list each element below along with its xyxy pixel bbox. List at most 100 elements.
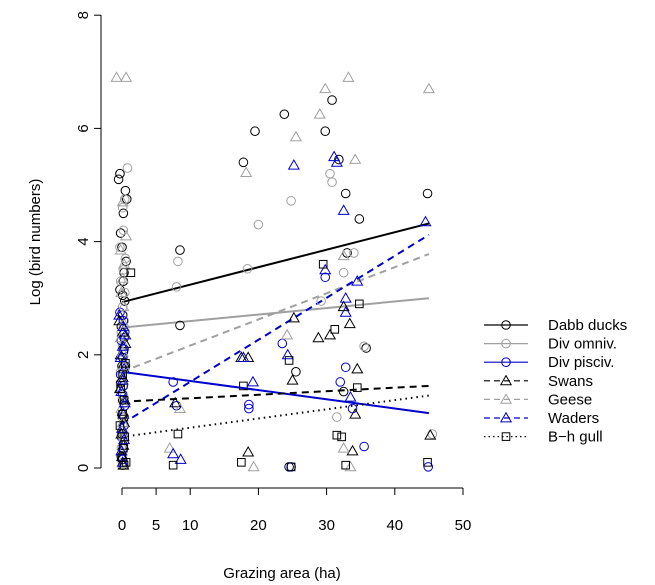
legend-label: Waders [548, 410, 599, 427]
data-point [174, 453, 187, 464]
y-tick-label: 8 [75, 11, 92, 19]
axes [100, 15, 463, 489]
data-point [246, 375, 260, 387]
x-tick-label: 10 [182, 517, 199, 534]
data-point [250, 126, 260, 137]
data-point [242, 263, 253, 274]
x-tick-label: 0 [118, 517, 126, 534]
data-point [359, 341, 369, 352]
data-point [115, 242, 125, 253]
data-point [115, 168, 125, 179]
data-point [289, 130, 302, 142]
data-point [119, 460, 129, 470]
legend-item: B−h gull [484, 429, 603, 446]
data-point [349, 153, 362, 164]
fit-line [121, 233, 430, 425]
data-point [168, 460, 178, 470]
legend-marker [499, 374, 513, 386]
data-point [280, 328, 294, 340]
data-point [284, 462, 294, 472]
data-point [118, 396, 131, 408]
data-point [116, 371, 129, 382]
data-point [119, 443, 128, 453]
legend: Dabb ducks Div omniv.Div pisciv. SwansGees… [484, 317, 627, 446]
data-point [117, 300, 130, 312]
legend-item: Dabb ducks [484, 317, 627, 334]
data-point [287, 311, 300, 323]
x-tick-label: 50 [455, 517, 472, 534]
data-point [168, 377, 178, 387]
legend-marker [501, 432, 511, 441]
data-point [323, 328, 337, 340]
data-point [173, 429, 183, 439]
data-point [175, 320, 185, 331]
data-point [332, 412, 342, 422]
x-axis-label: Grazing area (ha) [223, 565, 341, 582]
data-point [110, 71, 123, 82]
data-point [349, 248, 359, 258]
legend-marker [501, 338, 511, 349]
x-tick-label: 20 [250, 517, 267, 534]
data-point [122, 163, 133, 173]
data-point [354, 214, 365, 224]
data-point [115, 421, 125, 430]
data-point [423, 462, 434, 472]
data-point [237, 351, 250, 363]
data-point [346, 444, 359, 456]
data-point [120, 229, 133, 241]
legend-item: Waders [484, 410, 599, 427]
legend-item: Div pisciv. [484, 354, 614, 371]
data-point [113, 174, 124, 185]
data-point [116, 195, 129, 207]
data-point [277, 338, 288, 349]
data-point [330, 156, 343, 167]
data-point [334, 154, 344, 165]
x-tick-label: 40 [386, 517, 403, 534]
x-ticks: 0 5 10 20 30 40 50 [118, 488, 472, 534]
data-point [337, 432, 346, 442]
data-point [339, 306, 352, 317]
data-point [355, 299, 364, 309]
legend-label: Div pisciv. [548, 354, 614, 371]
data-point [167, 447, 180, 459]
data-point [312, 331, 325, 343]
data-point [341, 460, 350, 470]
data-point [320, 126, 331, 137]
data-point [240, 166, 253, 177]
data-point [119, 395, 129, 405]
data-point [237, 458, 246, 467]
y-tick-label: 4 [75, 237, 92, 245]
x-tick-label: 30 [318, 517, 335, 534]
data-point [242, 445, 255, 457]
data-point [117, 317, 131, 329]
data-point [114, 351, 127, 363]
fit-line [121, 297, 429, 329]
data-point [422, 82, 435, 94]
legend-label: Dabb ducks [548, 317, 627, 334]
fit-line [121, 384, 429, 403]
y-axis-label: Log (bird numbers) [27, 179, 44, 306]
data-point [340, 362, 351, 373]
data-point [318, 259, 328, 269]
data-point [316, 296, 326, 306]
fit-lines [121, 222, 430, 438]
data-point [286, 374, 299, 385]
data-point [327, 177, 337, 187]
data-point [286, 462, 296, 472]
data-point [319, 82, 332, 94]
data-point [121, 458, 131, 467]
data-point [342, 71, 355, 82]
data-point [117, 433, 131, 445]
data-point [344, 460, 357, 472]
legend-item: Swans [484, 373, 593, 390]
data-point [117, 202, 128, 213]
data-point [337, 249, 350, 261]
data-point [115, 286, 128, 297]
data-point [340, 188, 351, 199]
data-point [423, 458, 432, 467]
data-point [351, 362, 364, 374]
data-point [286, 462, 296, 472]
data-point [330, 325, 340, 334]
data-point [120, 71, 133, 82]
